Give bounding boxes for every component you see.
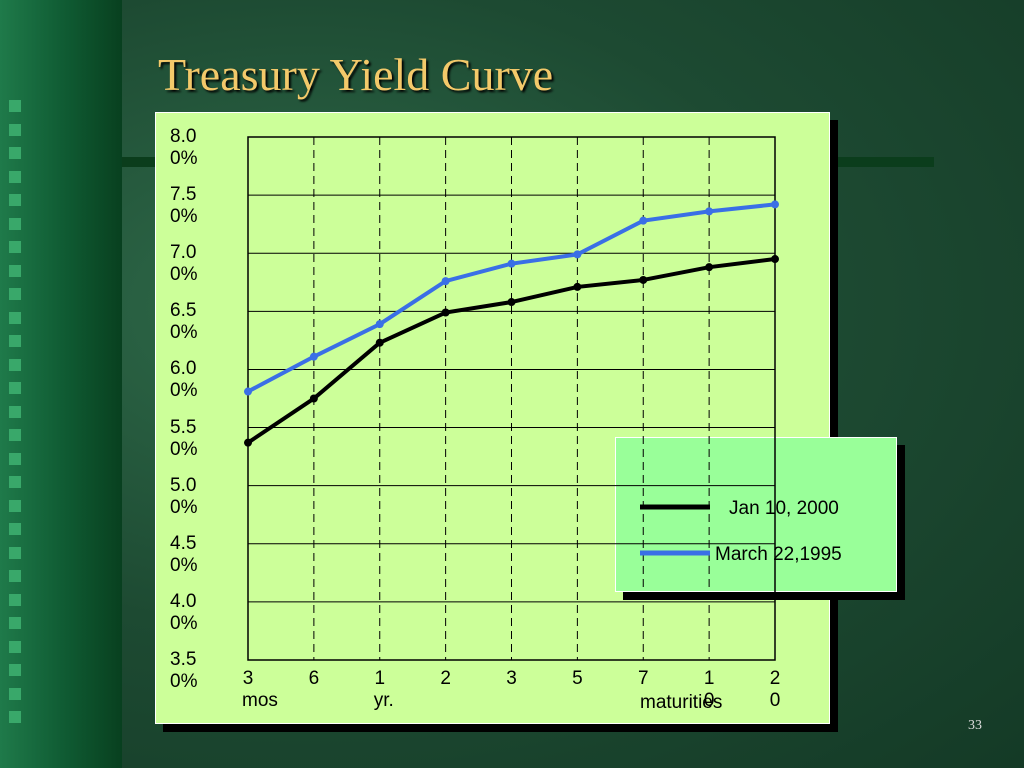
x-tick-label: 6 <box>308 668 320 689</box>
x-axis-label: maturities <box>640 692 723 713</box>
stripe-square <box>9 664 21 676</box>
x-tick-label: 7 <box>637 668 649 689</box>
y-tick-label: 7.00% <box>170 242 198 286</box>
legend-label: March 22,1995 <box>715 544 842 565</box>
point <box>573 250 582 259</box>
point <box>244 438 252 447</box>
point <box>771 200 779 209</box>
plot-border <box>247 136 776 661</box>
stripe-square <box>9 358 21 371</box>
stripe-square <box>9 523 21 535</box>
y-tick-label: 5.50% <box>170 416 198 460</box>
y-tick-label: 6.50% <box>170 300 198 344</box>
point <box>507 298 516 307</box>
point <box>244 387 252 396</box>
x-tick-label: 5 <box>572 668 583 689</box>
point <box>573 282 582 291</box>
stripe-square <box>9 476 21 488</box>
stripe-square <box>9 288 21 300</box>
stripe-square <box>9 382 21 394</box>
x-tick-label: 3 mos <box>242 668 278 711</box>
y-tick-label: 4.50% <box>170 532 198 576</box>
point <box>375 338 384 347</box>
chart-panel <box>155 112 830 724</box>
x-tick-label: 3 <box>506 668 517 689</box>
y-tick-label: 4.00% <box>170 590 198 634</box>
x-tick-label: 10 <box>703 668 715 711</box>
point <box>771 255 779 264</box>
stripe-square <box>9 170 21 183</box>
stripe-square <box>9 147 21 159</box>
stripe-square <box>9 499 21 512</box>
y-tick-label: 6.00% <box>170 358 198 402</box>
stripe-square <box>9 429 21 441</box>
x-tick-label: 2 <box>440 668 451 689</box>
stripe-square <box>9 405 21 418</box>
stripe-square <box>9 687 21 700</box>
point <box>309 352 318 361</box>
stripe-square <box>9 194 21 206</box>
point <box>705 263 714 272</box>
stripe-square <box>9 241 21 253</box>
point <box>441 277 450 286</box>
stripe-square <box>9 546 21 559</box>
stripe-square <box>9 640 21 653</box>
x-tick-label: 20 <box>769 668 781 711</box>
side-stripe <box>0 0 122 768</box>
stripe-square <box>9 264 21 277</box>
stripe-square <box>9 617 21 629</box>
stripe-square <box>9 311 21 324</box>
y-tick-label: 5.00% <box>170 474 198 518</box>
stripe-square <box>9 570 21 582</box>
page-number: 33 <box>968 718 982 733</box>
point <box>507 259 516 268</box>
stripe-square <box>9 452 21 465</box>
point <box>309 394 318 403</box>
slide-title: Treasury Yield Curve <box>158 49 554 100</box>
point <box>639 275 648 284</box>
y-tick-label: 7.50% <box>170 184 198 228</box>
stripe-square <box>9 123 21 136</box>
point <box>639 216 648 225</box>
legend <box>615 437 897 592</box>
stripe-square <box>9 335 21 347</box>
point <box>705 207 714 216</box>
stripe-square <box>9 593 21 606</box>
point <box>441 308 450 317</box>
stripe-square <box>9 217 21 230</box>
y-tick-label: 8.00% <box>170 126 198 169</box>
x-tick-label: 1 yr. <box>373 668 394 711</box>
legend-label: Jan 10, 2000 <box>729 498 839 519</box>
stripe-square <box>9 100 21 112</box>
stripe-square <box>9 711 21 723</box>
y-tick-label: 3.50% <box>170 649 198 692</box>
point <box>375 320 384 329</box>
